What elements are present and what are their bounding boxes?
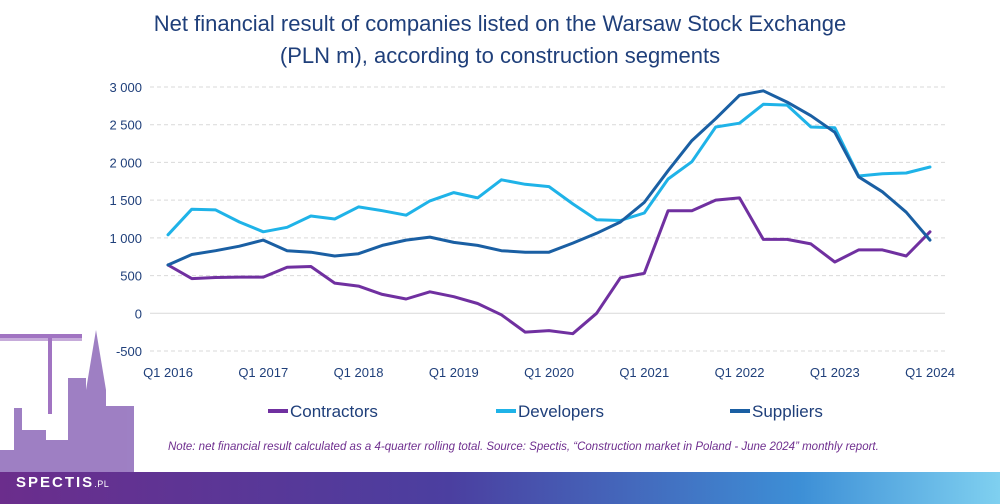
x-tick-label: Q1 2022 (715, 365, 765, 380)
legend: Contractors Developers Suppliers (268, 402, 823, 421)
series-lines (166, 89, 932, 336)
y-tick-label: 2 500 (109, 118, 142, 133)
x-tick-label: Q1 2018 (334, 365, 384, 380)
y-tick-label: 3 000 (109, 80, 142, 95)
y-tick-label: 1 000 (109, 231, 142, 246)
y-axis-ticks: -500 0 500 1 000 1 500 2 000 2 500 3 000 (109, 80, 142, 359)
legend-label-developers: Developers (518, 402, 604, 421)
y-tick-label: 500 (120, 269, 142, 284)
logo-suffix: .PL (94, 479, 110, 489)
y-tick-label: 0 (135, 306, 142, 321)
spectis-logo: SPECTIS.PL (16, 474, 109, 491)
y-tick-label: 1 500 (109, 193, 142, 208)
source-note: Note: net financial result calculated as… (168, 441, 879, 453)
legend-label-suppliers: Suppliers (752, 402, 823, 421)
chart-title: Net financial result of companies listed… (0, 8, 1000, 72)
y-tick-label: 2 000 (109, 155, 142, 170)
x-tick-label: Q1 2023 (810, 365, 860, 380)
x-axis-ticks: Q1 2016 Q1 2017 Q1 2018 Q1 2019 Q1 2020 Q1 20… (143, 365, 955, 380)
x-tick-label: Q1 2024 (905, 365, 955, 380)
title-line-1: Net financial result of companies listed… (153, 11, 847, 36)
series-line-developers (166, 102, 932, 237)
y-tick-label: -500 (116, 344, 142, 359)
legend-label-contractors: Contractors (290, 402, 378, 421)
gridlines (150, 86, 945, 352)
x-tick-label: Q1 2019 (429, 365, 479, 380)
x-tick-label: Q1 2021 (619, 365, 669, 380)
series-line-suppliers (166, 89, 932, 267)
footer-band (0, 472, 1000, 504)
title-line-2: (PLN m), according to construction segme… (279, 43, 721, 68)
x-tick-label: Q1 2016 (143, 365, 193, 380)
logo-name: SPECTIS (16, 474, 95, 491)
x-tick-label: Q1 2017 (238, 365, 288, 380)
x-tick-label: Q1 2020 (524, 365, 574, 380)
series-line-contractors (166, 196, 932, 336)
